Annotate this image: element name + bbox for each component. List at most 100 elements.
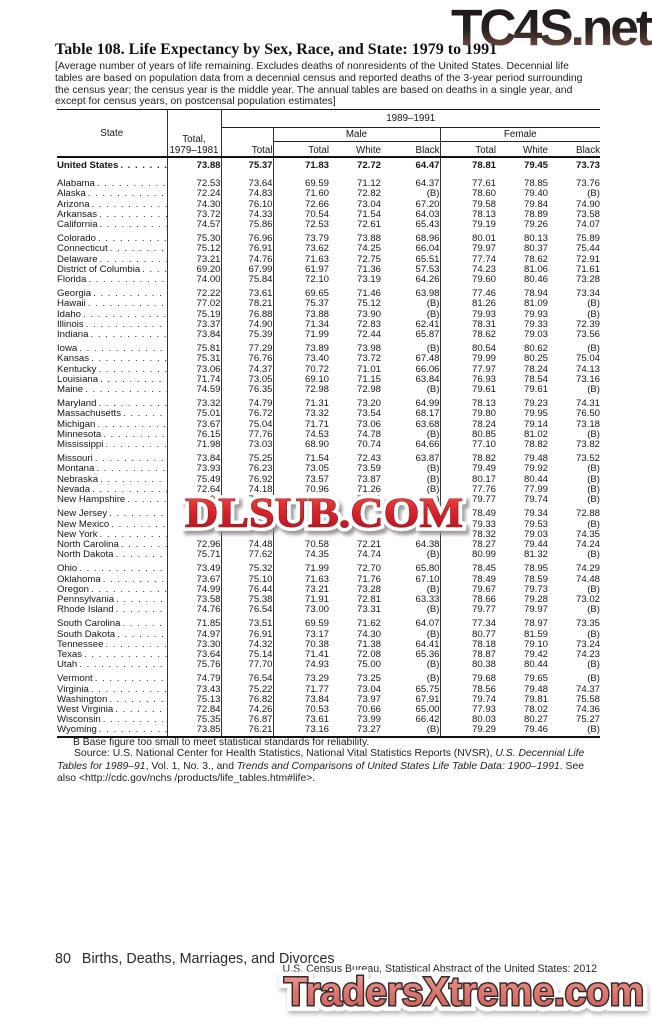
state-name: Oklahoma xyxy=(57,573,101,585)
value-cell: 72.88 xyxy=(575,508,600,520)
state-name: Maryland xyxy=(57,398,97,410)
value-cell: 65.51 xyxy=(381,254,441,265)
value-cell: (B) xyxy=(381,549,441,561)
value-cell: 79.45 xyxy=(523,160,548,171)
value-cell: 72.84 xyxy=(167,704,222,716)
value-cell: 80.99 xyxy=(471,549,496,561)
value-cell: 76.72 xyxy=(221,494,274,506)
value-cell: 75.25 xyxy=(221,450,274,465)
value-cell: 70.38 xyxy=(304,638,329,650)
table-title: Table 108. Life Expectancy by Sex, Race,… xyxy=(55,41,498,58)
value-cell: 74.53 xyxy=(304,428,329,440)
state-name: Tennessee xyxy=(57,638,104,650)
state-cell: New Jersey. . . . . . . . . . . . . . . … xyxy=(57,505,168,520)
value-cell xyxy=(273,520,329,530)
value-cell: 73.32 xyxy=(167,395,222,410)
state-cell: Oregon. . . . . . . . . . . . . . . . . … xyxy=(57,583,168,595)
dot-leader: . . . . . . . . . . . . . . . . . . . . … xyxy=(120,161,166,171)
state-cell: Wisconsin. . . . . . . . . . . . . . . .… xyxy=(57,714,168,726)
value-cell: 72.44 xyxy=(356,329,381,341)
value-cell: (B) xyxy=(587,628,600,640)
dot-leader: . . . . . . . . . . . . . . . . . . . . … xyxy=(117,629,166,640)
state-name: New Mexico xyxy=(57,518,110,530)
table-headnote: [Average number of years of life remaini… xyxy=(55,61,583,108)
dot-leader: . . . . . . . . . . . . . . . . . . . . … xyxy=(122,619,166,630)
value-cell: 71.76 xyxy=(356,573,381,585)
table-row: West Virginia. . . . . . . . . . . . . .… xyxy=(57,704,600,716)
value-cell: (B) xyxy=(381,670,441,685)
value-cell: 71.46 xyxy=(356,288,381,300)
value-cell: 71.98 xyxy=(167,439,222,451)
value-cell: 73.04 xyxy=(356,683,381,695)
dot-leader: . . . . . . . . . . . . . . . . . . . . … xyxy=(93,289,166,300)
state-name: United States xyxy=(57,160,119,171)
col-header-female: Female xyxy=(440,127,600,142)
value-cell: 80.13 xyxy=(523,233,548,245)
state-name: Alabama xyxy=(57,178,95,190)
value-cell: 79.68 xyxy=(471,673,496,685)
value-cell: 73.85 xyxy=(167,725,222,738)
value-cell: 57.53 xyxy=(381,264,441,276)
state-name: Wyoming xyxy=(57,724,97,736)
value-cell: 79.74 xyxy=(471,693,496,705)
value-cell: 75.37 xyxy=(304,298,329,310)
dot-leader: . . . . . . . . . . . . . . . . . . . . … xyxy=(103,429,166,440)
value-cell: 64.03 xyxy=(381,209,441,221)
state-name: Louisiana xyxy=(57,373,99,385)
value-cell: 74.79 xyxy=(167,670,222,685)
value-cell: 63.98 xyxy=(381,285,441,300)
value-cell: 79.46 xyxy=(496,725,548,738)
state-cell: New York. . . . . . . . . . . . . . . . … xyxy=(57,529,168,540)
value-cell: 78.21 xyxy=(221,299,274,310)
value-cell: 73.84 xyxy=(304,693,329,705)
dot-leader: . . . . . . . . . . . . . . . . . . . . … xyxy=(79,564,166,575)
state-cell: Missouri. . . . . . . . . . . . . . . . … xyxy=(57,450,168,465)
value-cell: 74.30 xyxy=(167,199,222,210)
table-row: Missouri. . . . . . . . . . . . . . . . … xyxy=(57,450,600,465)
source-publication-title: Trends and Comparisons of United States … xyxy=(236,760,560,772)
value-cell: 73.51 xyxy=(221,615,274,630)
value-cell: 75.00 xyxy=(356,659,381,671)
value-cell: 69.59 xyxy=(304,178,329,190)
col-header-male: Male xyxy=(273,127,441,142)
state-cell: Maine. . . . . . . . . . . . . . . . . .… xyxy=(57,384,168,396)
dot-leader: . . . . . . . . . . . . . . . . . . . . … xyxy=(100,474,166,485)
table-row: Wyoming. . . . . . . . . . . . . . . . .… xyxy=(57,724,600,738)
state-name: Oregon xyxy=(57,583,89,595)
value-cell: 72.66 xyxy=(304,198,329,210)
table-row: Arizona. . . . . . . . . . . . . . . . .… xyxy=(57,198,600,210)
dot-leader: . . . . . . . . . . . . . . . . . . . . … xyxy=(90,684,167,695)
value-cell: 72.83 xyxy=(356,318,381,330)
dot-leader: . . . . . . . . . . . . . . . . . . . . … xyxy=(79,660,166,671)
dot-leader: . . . . . . . . . . . . . . . . . . . . … xyxy=(115,550,167,561)
state-cell: Colorado. . . . . . . . . . . . . . . . … xyxy=(57,230,168,245)
value-cell: 77.29 xyxy=(221,340,274,355)
table-row: Nebraska. . . . . . . . . . . . . . . . … xyxy=(57,474,600,485)
value-cell: 73.30 xyxy=(167,639,222,650)
state-name: Idaho xyxy=(57,308,82,320)
value-cell: 73.88 xyxy=(304,308,329,320)
dot-leader: . . . . . . . . . . . . . . . . . . . . … xyxy=(98,725,167,736)
value-cell: 73.61 xyxy=(304,714,329,726)
value-cell: 76.15 xyxy=(167,429,222,441)
value-cell: 74.23 xyxy=(471,263,496,275)
value-cell: (B) xyxy=(587,518,600,530)
state-cell: Arizona. . . . . . . . . . . . . . . . .… xyxy=(57,199,168,210)
state-name: Rhode Island xyxy=(57,604,114,616)
table-row: Alabama. . . . . . . . . . . . . . . . .… xyxy=(57,175,600,190)
value-cell: 73.72 xyxy=(167,209,222,221)
state-cell: Nebraska. . . . . . . . . . . . . . . . … xyxy=(57,474,168,485)
state-name: Georgia xyxy=(57,288,92,300)
value-cell: 78.95 xyxy=(523,563,548,575)
table-row: District of Columbia. . . . . . . . . . … xyxy=(57,263,600,276)
value-cell: 80.44 xyxy=(523,659,548,671)
value-cell: 64.47 xyxy=(381,157,441,176)
value-cell: 81.59 xyxy=(523,628,548,640)
value-cell: 79.73 xyxy=(523,583,548,595)
value-cell: 75.01 xyxy=(167,409,222,420)
value-cell: 79.97 xyxy=(523,604,548,616)
table-row: Virginia. . . . . . . . . . . . . . . . … xyxy=(57,683,600,695)
value-cell: (B) xyxy=(587,494,600,506)
value-cell: 65.80 xyxy=(381,560,441,575)
